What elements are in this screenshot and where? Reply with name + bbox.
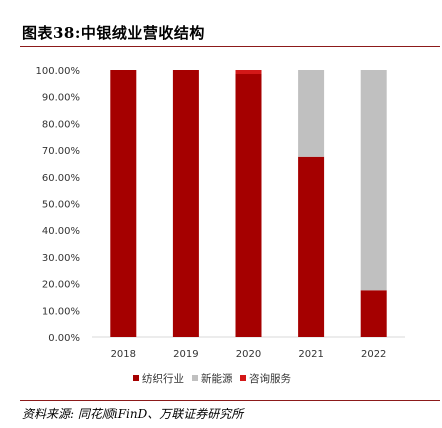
y-tick-label: 50.00% xyxy=(42,200,80,211)
y-tick-label: 80.00% xyxy=(42,119,80,130)
title-bar: 图表38:中银绒业营收结构 xyxy=(0,0,442,50)
legend-label: 纺织行业 xyxy=(142,372,184,385)
source-note: 资料来源: 同花顺iFinD、万联证券研究所 xyxy=(22,407,244,421)
y-tick-label: 60.00% xyxy=(42,173,80,184)
bar-segment xyxy=(235,70,262,75)
legend-swatch xyxy=(240,375,246,381)
x-tick-label: 2021 xyxy=(298,349,323,360)
y-tick-label: 10.00% xyxy=(42,306,80,317)
y-tick-label: 30.00% xyxy=(42,253,80,264)
y-tick-label: 0.00% xyxy=(48,333,80,344)
y-tick-label: 20.00% xyxy=(42,280,80,291)
chart: 0.00% 10.00% 20.00% 30.00% 40.00% 50.00% 60.00… xyxy=(36,66,405,385)
bar-segment xyxy=(110,70,137,337)
source-divider xyxy=(20,400,440,401)
bar-segment xyxy=(298,70,325,157)
legend-label: 咨询服务 xyxy=(249,372,291,385)
legend-label: 新能源 xyxy=(201,372,233,385)
legend-swatch xyxy=(133,375,139,381)
x-tick-label: 2020 xyxy=(236,349,261,360)
y-tick-label: 100.00% xyxy=(36,66,81,77)
y-tick-label: 40.00% xyxy=(42,226,80,237)
bar-segment xyxy=(235,74,262,337)
bar-segment xyxy=(360,290,387,337)
x-tick-label: 2018 xyxy=(111,349,136,360)
y-tick-label: 70.00% xyxy=(42,146,80,157)
bar-segment xyxy=(298,156,325,337)
chart-title: 图表38:中银绒业营收结构 xyxy=(22,24,205,42)
bar-segment xyxy=(360,70,387,291)
x-tick-label: 2019 xyxy=(173,349,198,360)
x-tick-label: 2022 xyxy=(361,349,386,360)
title-divider xyxy=(20,46,440,47)
legend-swatch xyxy=(192,375,198,381)
y-tick-label: 90.00% xyxy=(42,93,80,104)
bar-segment xyxy=(172,70,199,337)
